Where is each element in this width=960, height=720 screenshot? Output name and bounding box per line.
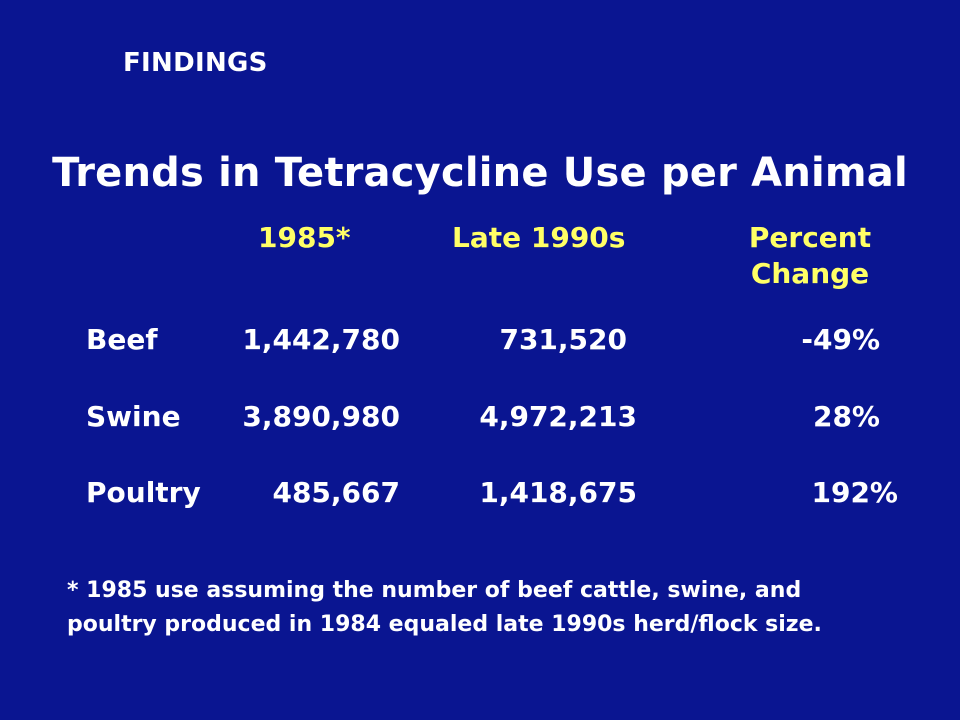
row-label-poultry: Poultry: [86, 476, 201, 509]
column-header-late-1990s: Late 1990s: [452, 221, 626, 254]
column-header-percent-change: Percent Change: [740, 220, 880, 292]
beef-late-1990s-value: 731,520: [499, 323, 627, 356]
column-header-percent-line1: Percent: [748, 221, 872, 254]
footnote-line1: * 1985 use assuming the number of beef c…: [67, 578, 802, 603]
swine-1985-value: 3,890,980: [242, 400, 400, 433]
poultry-late-1990s-value: 1,418,675: [479, 476, 637, 509]
column-header-1985: 1985*: [258, 221, 351, 254]
column-header-percent-line2: Change: [750, 257, 870, 290]
swine-late-1990s-value: 4,972,213: [479, 400, 637, 433]
poultry-1985-value: 485,667: [272, 476, 400, 509]
section-label: FINDINGS: [123, 48, 268, 78]
footnote-line2: poultry produced in 1984 equaled late 19…: [67, 612, 822, 637]
beef-percent-change: -49%: [801, 323, 880, 356]
poultry-percent-change: 192%: [811, 476, 898, 509]
beef-1985-value: 1,442,780: [242, 323, 400, 356]
row-label-swine: Swine: [86, 400, 181, 433]
row-label-beef: Beef: [86, 323, 158, 356]
slide-title: Trends in Tetracycline Use per Animal: [52, 150, 908, 196]
swine-percent-change: 28%: [812, 400, 880, 433]
footnote: * 1985 use assuming the number of beef c…: [67, 574, 927, 642]
